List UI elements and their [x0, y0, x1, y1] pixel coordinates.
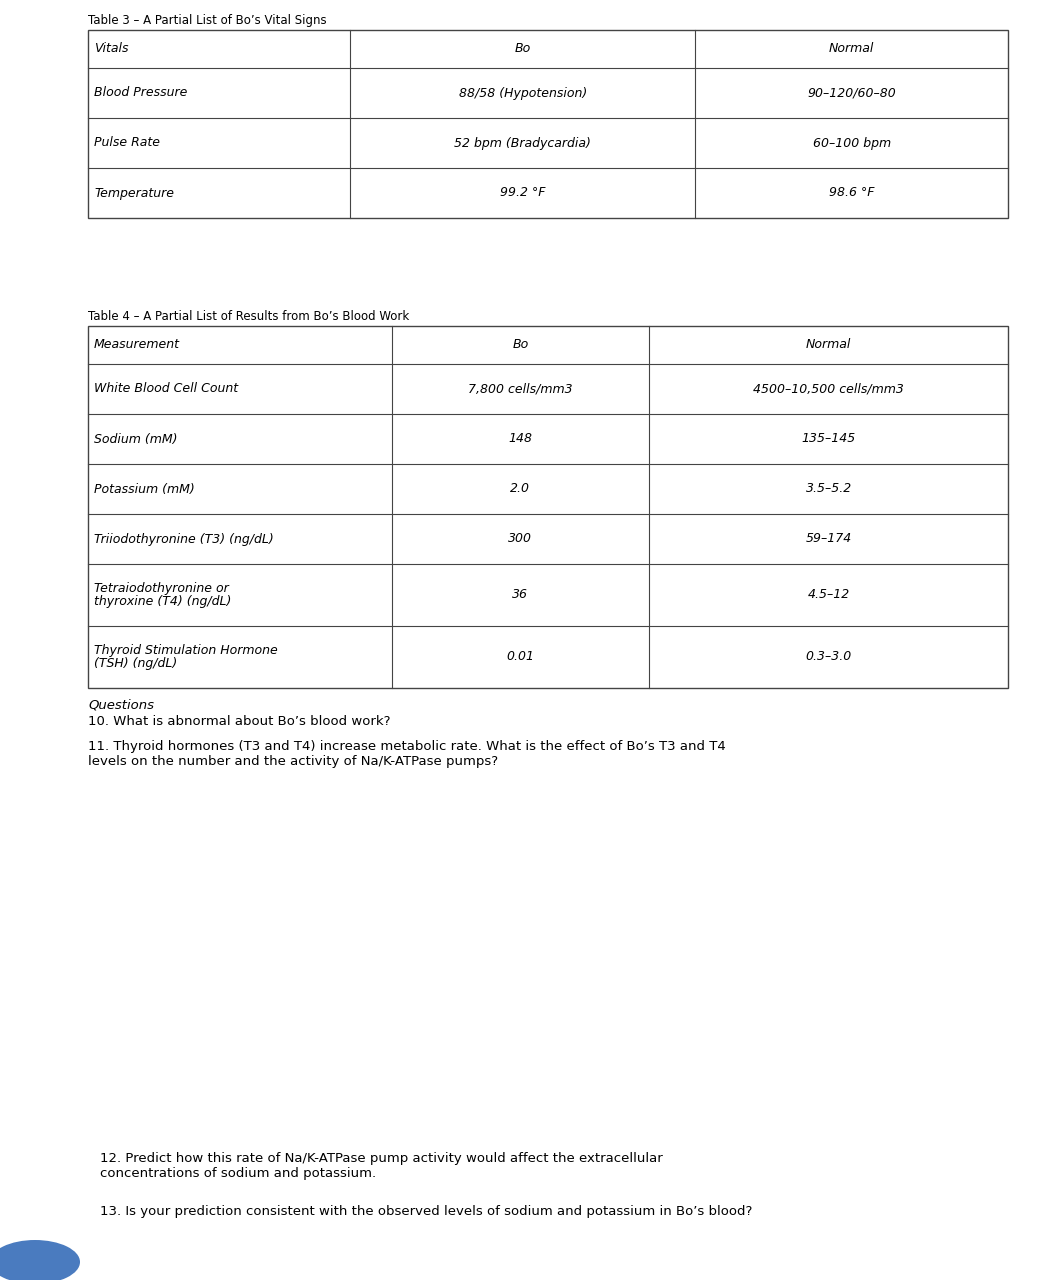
Text: 90–120/60–80: 90–120/60–80 — [807, 87, 896, 100]
Text: 3.5–5.2: 3.5–5.2 — [806, 483, 852, 495]
Text: 99.2 °F: 99.2 °F — [500, 187, 545, 200]
Text: 13. Is your prediction consistent with the observed levels of sodium and potassi: 13. Is your prediction consistent with t… — [100, 1204, 752, 1219]
Text: Tetraiodothyronine or: Tetraiodothyronine or — [94, 581, 228, 595]
Text: 7,800 cells/mm3: 7,800 cells/mm3 — [468, 383, 572, 396]
Text: thyroxine (T4) (ng/dL): thyroxine (T4) (ng/dL) — [94, 595, 232, 608]
Text: Temperature: Temperature — [94, 187, 174, 200]
Text: (TSH) (ng/dL): (TSH) (ng/dL) — [94, 657, 177, 671]
Text: Normal: Normal — [829, 42, 874, 55]
Text: 11. Thyroid hormones (T3 and T4) increase metabolic rate. What is the effect of : 11. Thyroid hormones (T3 and T4) increas… — [88, 740, 726, 768]
Text: 135–145: 135–145 — [802, 433, 856, 445]
Text: 36: 36 — [512, 589, 528, 602]
Text: 148: 148 — [508, 433, 532, 445]
Text: Bo: Bo — [515, 42, 531, 55]
Text: Bo: Bo — [512, 338, 528, 352]
Text: Pulse Rate: Pulse Rate — [94, 137, 160, 150]
Text: 2.0: 2.0 — [510, 483, 530, 495]
Text: 10. What is abnormal about Bo’s blood work?: 10. What is abnormal about Bo’s blood wo… — [88, 716, 391, 728]
Text: Blood Pressure: Blood Pressure — [94, 87, 188, 100]
Text: 60–100 bpm: 60–100 bpm — [812, 137, 891, 150]
Text: White Blood Cell Count: White Blood Cell Count — [94, 383, 238, 396]
Text: Table 4 – A Partial List of Results from Bo’s Blood Work: Table 4 – A Partial List of Results from… — [88, 310, 410, 323]
Text: Thyroid Stimulation Hormone: Thyroid Stimulation Hormone — [94, 644, 278, 657]
Text: 52 bpm (Bradycardia): 52 bpm (Bradycardia) — [454, 137, 591, 150]
Text: 300: 300 — [508, 532, 532, 545]
Text: 12. Predict how this rate of Na/K-ATPase pump activity would affect the extracel: 12. Predict how this rate of Na/K-ATPase… — [100, 1152, 662, 1180]
Text: Table 3 – A Partial List of Bo’s Vital Signs: Table 3 – A Partial List of Bo’s Vital S… — [88, 14, 327, 27]
Text: 4.5–12: 4.5–12 — [807, 589, 850, 602]
Text: 0.01: 0.01 — [506, 650, 534, 663]
Bar — [88, 326, 1008, 689]
Text: Normal: Normal — [806, 338, 851, 352]
Text: Measurement: Measurement — [94, 338, 180, 352]
Text: Triiodothyronine (T3) (ng/dL): Triiodothyronine (T3) (ng/dL) — [94, 532, 274, 545]
Text: 98.6 °F: 98.6 °F — [829, 187, 874, 200]
Text: Potassium (mM): Potassium (mM) — [94, 483, 195, 495]
Text: 0.3–3.0: 0.3–3.0 — [806, 650, 852, 663]
Text: 59–174: 59–174 — [806, 532, 852, 545]
Ellipse shape — [0, 1240, 80, 1280]
Text: 88/58 (Hypotension): 88/58 (Hypotension) — [459, 87, 587, 100]
Bar — [88, 29, 1008, 218]
Text: Questions: Questions — [88, 698, 154, 710]
Text: Sodium (mM): Sodium (mM) — [94, 433, 177, 445]
Text: 4500–10,500 cells/mm3: 4500–10,500 cells/mm3 — [754, 383, 904, 396]
Text: Vitals: Vitals — [94, 42, 129, 55]
